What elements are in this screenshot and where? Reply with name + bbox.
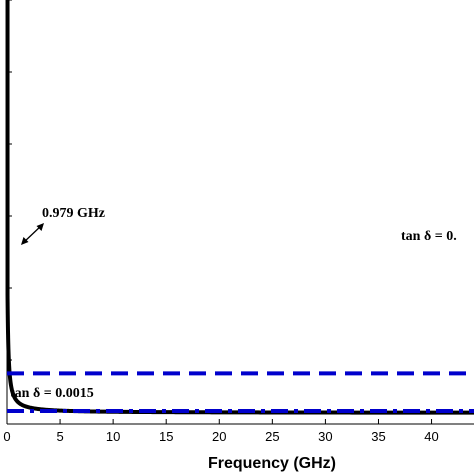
series-layer [5,0,474,415]
x-tick-label: 10 [106,429,120,444]
x-tick-label: 0 [3,429,10,444]
x-ticks: 0 5 10 15 20 25 30 35 40 [3,419,439,444]
double-arrow-icon [21,223,44,245]
x-tick-label: 40 [424,429,438,444]
tan-lower-annotation: tan δ = 0.0015 [10,386,94,401]
x-tick-label: 25 [265,429,279,444]
x-tick-label: 30 [318,429,332,444]
crossing-annotation: 0.979 GHz [42,206,105,221]
plot-background [7,0,474,424]
plot-area [7,0,474,424]
x-axis-title: Frequency (GHz) [208,455,336,472]
x-tick-label: 20 [212,429,226,444]
x-tick-label: 15 [159,429,173,444]
tan-upper-annotation: tan δ = 0. [401,229,457,244]
x-tick-label: 35 [371,429,385,444]
x-tick-label: 5 [56,429,63,444]
